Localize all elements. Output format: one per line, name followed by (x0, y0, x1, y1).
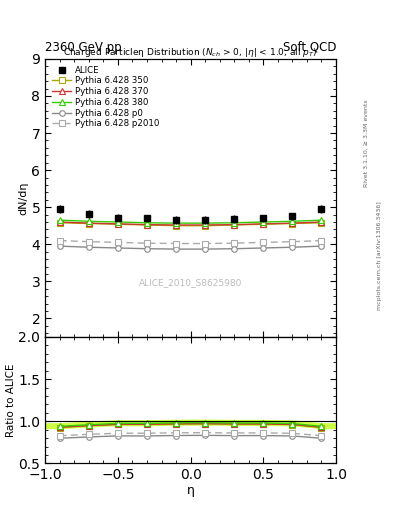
Text: Soft QCD: Soft QCD (283, 41, 336, 54)
Text: ALICE_2010_S8625980: ALICE_2010_S8625980 (139, 278, 242, 287)
X-axis label: η: η (187, 484, 195, 497)
Y-axis label: dN/dη: dN/dη (19, 181, 29, 215)
Title: Charged Particleη Distribution ($N_{ch}$ > 0, $|\eta|$ < 1.0, all $p_T$): Charged Particleη Distribution ($N_{ch}$… (64, 46, 318, 59)
Text: Rivet 3.1.10, ≥ 3.3M events: Rivet 3.1.10, ≥ 3.3M events (364, 99, 369, 187)
Legend: ALICE, Pythia 6.428 350, Pythia 6.428 370, Pythia 6.428 380, Pythia 6.428 p0, Py: ALICE, Pythia 6.428 350, Pythia 6.428 37… (50, 63, 162, 131)
Y-axis label: Ratio to ALICE: Ratio to ALICE (6, 364, 16, 437)
Text: mcplots.cern.ch [arXiv:1306.3436]: mcplots.cern.ch [arXiv:1306.3436] (377, 202, 382, 310)
Text: 2360 GeV pp: 2360 GeV pp (45, 41, 122, 54)
